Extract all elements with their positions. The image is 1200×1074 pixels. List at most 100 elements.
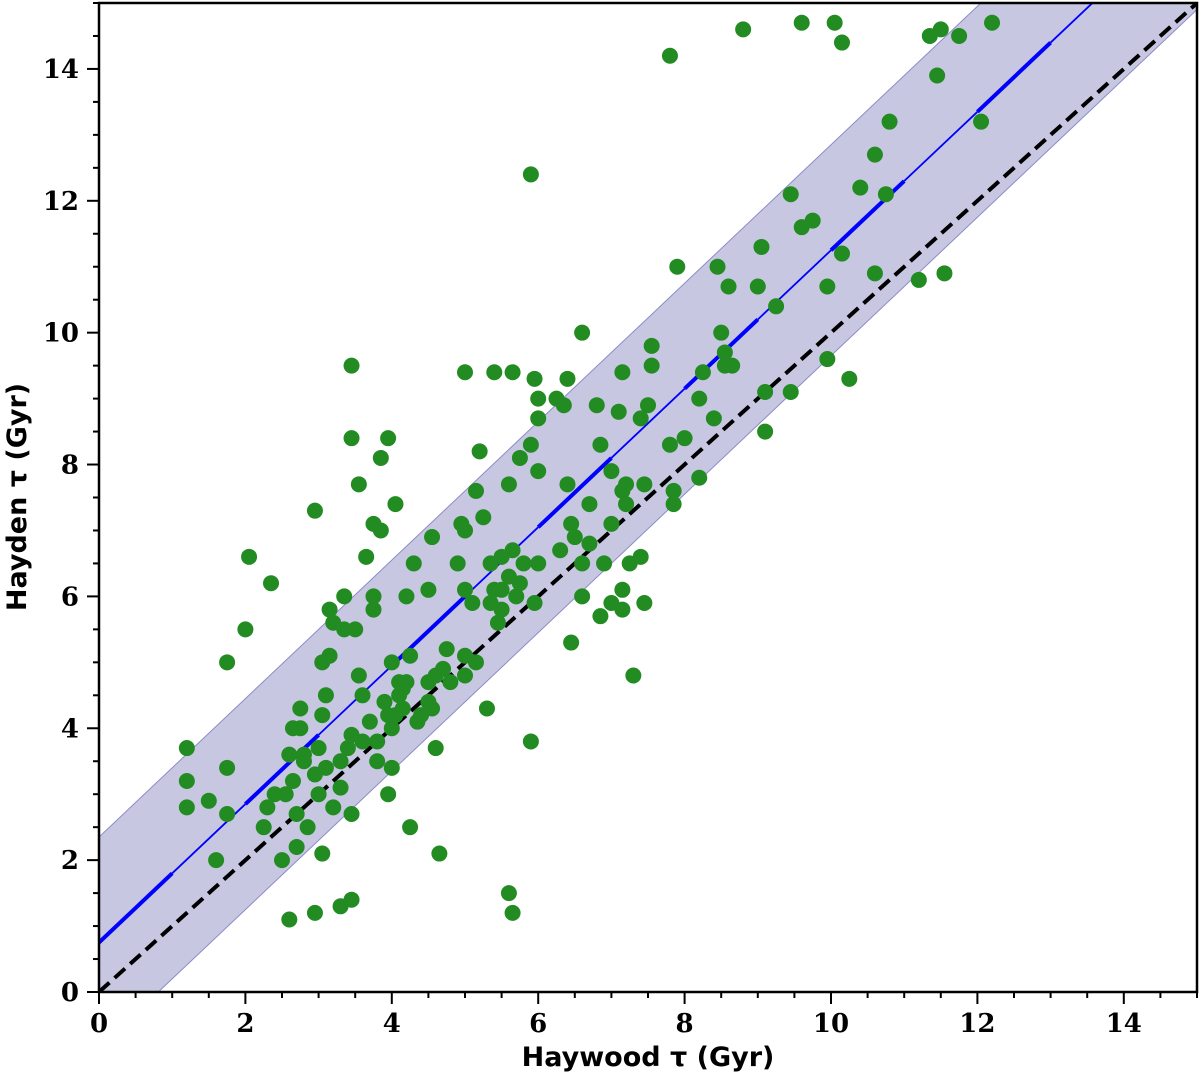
data-point <box>281 911 298 928</box>
data-point <box>274 852 290 869</box>
data-point <box>431 845 448 862</box>
data-point <box>292 720 309 737</box>
data-point <box>365 601 382 618</box>
data-point <box>424 529 441 546</box>
y-tick-label: 8 <box>61 451 79 481</box>
data-point <box>336 588 353 605</box>
data-point <box>530 555 547 572</box>
data-point <box>691 469 708 486</box>
data-point <box>387 496 404 513</box>
data-point <box>592 436 609 453</box>
data-point <box>618 476 635 493</box>
data-point <box>504 542 521 559</box>
identity-line <box>99 3 1197 992</box>
data-point <box>438 641 455 658</box>
data-point <box>819 278 836 295</box>
data-point <box>984 14 1001 31</box>
data-point <box>478 700 495 717</box>
data-point <box>753 238 770 255</box>
data-point <box>614 364 631 381</box>
data-point <box>369 733 386 750</box>
data-point <box>420 581 437 598</box>
data-point <box>614 601 631 618</box>
data-point <box>237 621 254 638</box>
data-point <box>475 509 492 526</box>
data-point <box>530 463 547 480</box>
data-point <box>603 515 620 532</box>
data-point <box>405 555 422 572</box>
data-point <box>263 575 280 592</box>
data-point <box>266 786 283 803</box>
data-point <box>178 740 195 757</box>
data-point <box>358 548 375 565</box>
data-point <box>910 271 927 288</box>
data-point <box>376 693 393 710</box>
data-point <box>574 324 591 341</box>
x-axis-label: Haywood τ (Gyr) <box>522 1042 775 1073</box>
data-point <box>643 337 660 354</box>
data-point <box>819 351 836 368</box>
data-point <box>625 667 642 684</box>
data-point <box>178 773 195 790</box>
data-point <box>317 759 334 776</box>
data-point <box>310 740 327 757</box>
data-point <box>219 759 236 776</box>
data-point <box>724 357 741 374</box>
data-point <box>852 179 869 196</box>
data-point <box>936 265 953 282</box>
data-point <box>804 212 821 229</box>
data-point <box>504 904 521 921</box>
data-point <box>552 542 569 559</box>
data-point <box>493 581 510 598</box>
data-point <box>500 885 517 902</box>
data-point <box>643 357 660 374</box>
data-point <box>332 779 349 796</box>
y-tick-label: 0 <box>61 978 79 1008</box>
data-point <box>336 621 353 638</box>
data-point <box>314 845 331 862</box>
data-point <box>566 529 583 546</box>
x-tick-label: 10 <box>813 1009 849 1039</box>
data-point <box>310 786 327 803</box>
x-tick-label: 0 <box>90 1009 108 1039</box>
data-point <box>398 588 415 605</box>
data-point <box>522 733 539 750</box>
data-point <box>321 601 338 618</box>
data-point <box>325 799 342 816</box>
data-point <box>661 47 678 64</box>
data-point <box>559 476 576 493</box>
data-point <box>398 674 415 691</box>
data-point <box>636 476 653 493</box>
data-point <box>574 588 591 605</box>
data-point <box>464 594 481 611</box>
data-point <box>277 786 294 803</box>
data-point <box>314 707 331 724</box>
y-tick-label: 6 <box>61 582 79 612</box>
data-point <box>929 67 946 84</box>
fit-line-segment <box>244 733 320 806</box>
data-point <box>951 27 968 44</box>
fit-line-segment <box>99 871 174 945</box>
data-point <box>932 21 949 38</box>
data-point <box>782 186 799 203</box>
data-point <box>284 773 301 790</box>
data-point <box>555 397 572 414</box>
data-point <box>200 792 217 809</box>
data-point <box>424 700 441 717</box>
data-point <box>757 423 774 440</box>
data-point <box>347 621 364 638</box>
data-point <box>457 667 473 684</box>
y-tick-label: 4 <box>61 714 79 744</box>
data-point <box>691 390 708 407</box>
data-point <box>782 384 799 401</box>
data-point <box>299 819 316 836</box>
data-point <box>665 482 682 499</box>
data-point <box>354 687 371 704</box>
data-point <box>574 555 591 572</box>
data-point <box>592 608 609 625</box>
data-point <box>394 700 411 717</box>
y-tick-label: 10 <box>43 319 79 349</box>
data-point <box>866 146 883 163</box>
data-point <box>530 390 547 407</box>
